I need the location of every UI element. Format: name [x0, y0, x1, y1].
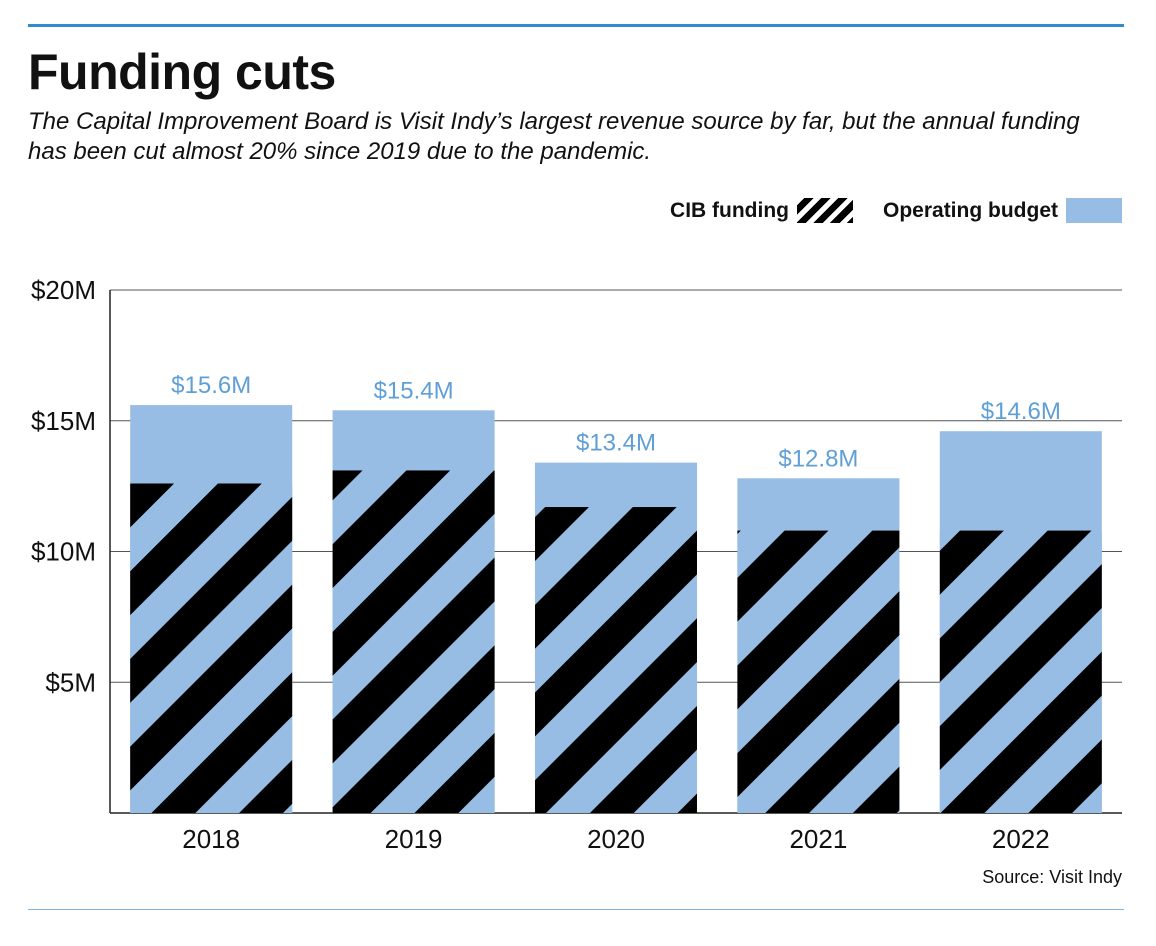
data-label: $15.4M	[374, 377, 454, 404]
x-tick-label: 2020	[587, 824, 645, 854]
data-label: $14.6M	[981, 398, 1061, 425]
bottom-rule	[28, 909, 1124, 910]
cib-funding-bar	[737, 530, 900, 813]
legend-label-budget: Operating budget	[883, 198, 1058, 222]
cib-funding-bar	[332, 470, 495, 813]
legend-item-budget: Operating budget	[883, 198, 1122, 223]
y-tick-label: $10M	[31, 537, 96, 567]
x-tick-label: 2018	[182, 824, 240, 854]
legend-label-cib: CIB funding	[670, 198, 789, 222]
top-rule	[28, 24, 1124, 27]
data-label: $12.8M	[778, 445, 858, 472]
cib-funding-bar	[535, 507, 697, 813]
legend-item-cib: CIB funding	[670, 198, 853, 223]
y-tick-label: $15M	[31, 406, 96, 436]
x-tick-label: 2021	[789, 824, 847, 854]
cib-funding-bar	[939, 530, 1102, 813]
legend-swatch-budget	[1066, 198, 1122, 223]
chart-title: Funding cuts	[28, 44, 336, 100]
y-tick-label: $5M	[45, 667, 96, 697]
chart-subtitle: The Capital Improvement Board is Visit I…	[28, 108, 1080, 165]
legend: CIB funding Operating budget	[670, 198, 1122, 223]
cib-funding-bar	[130, 483, 293, 813]
x-tick-label: 2022	[992, 824, 1050, 854]
source-note: Source: Visit Indy	[982, 867, 1122, 887]
data-label: $13.4M	[576, 430, 656, 457]
data-label: $15.6M	[171, 372, 251, 399]
y-tick-label: $20M	[31, 275, 96, 305]
x-tick-label: 2019	[385, 824, 443, 854]
legend-swatch-cib	[797, 198, 853, 223]
